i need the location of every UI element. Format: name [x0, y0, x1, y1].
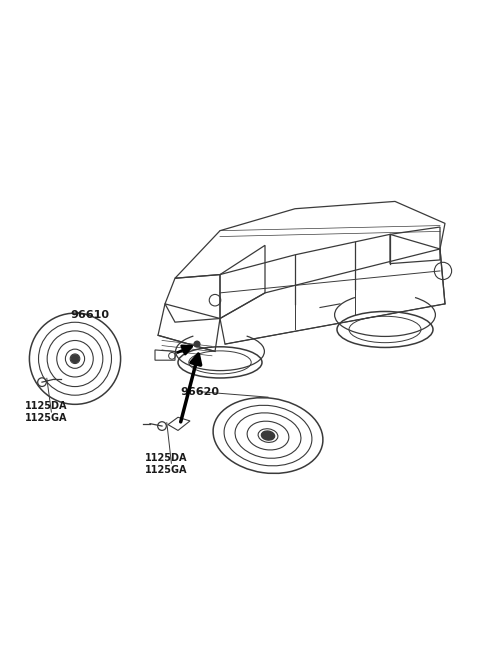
Ellipse shape — [262, 431, 275, 440]
Circle shape — [71, 355, 79, 363]
Text: 96610: 96610 — [70, 310, 109, 320]
Text: 96620: 96620 — [180, 386, 219, 397]
Text: 1125DA: 1125DA — [145, 453, 188, 462]
Text: 1125DA: 1125DA — [25, 401, 68, 411]
Circle shape — [194, 341, 200, 347]
Text: 1125GA: 1125GA — [145, 464, 188, 474]
Text: 1125GA: 1125GA — [25, 413, 68, 423]
